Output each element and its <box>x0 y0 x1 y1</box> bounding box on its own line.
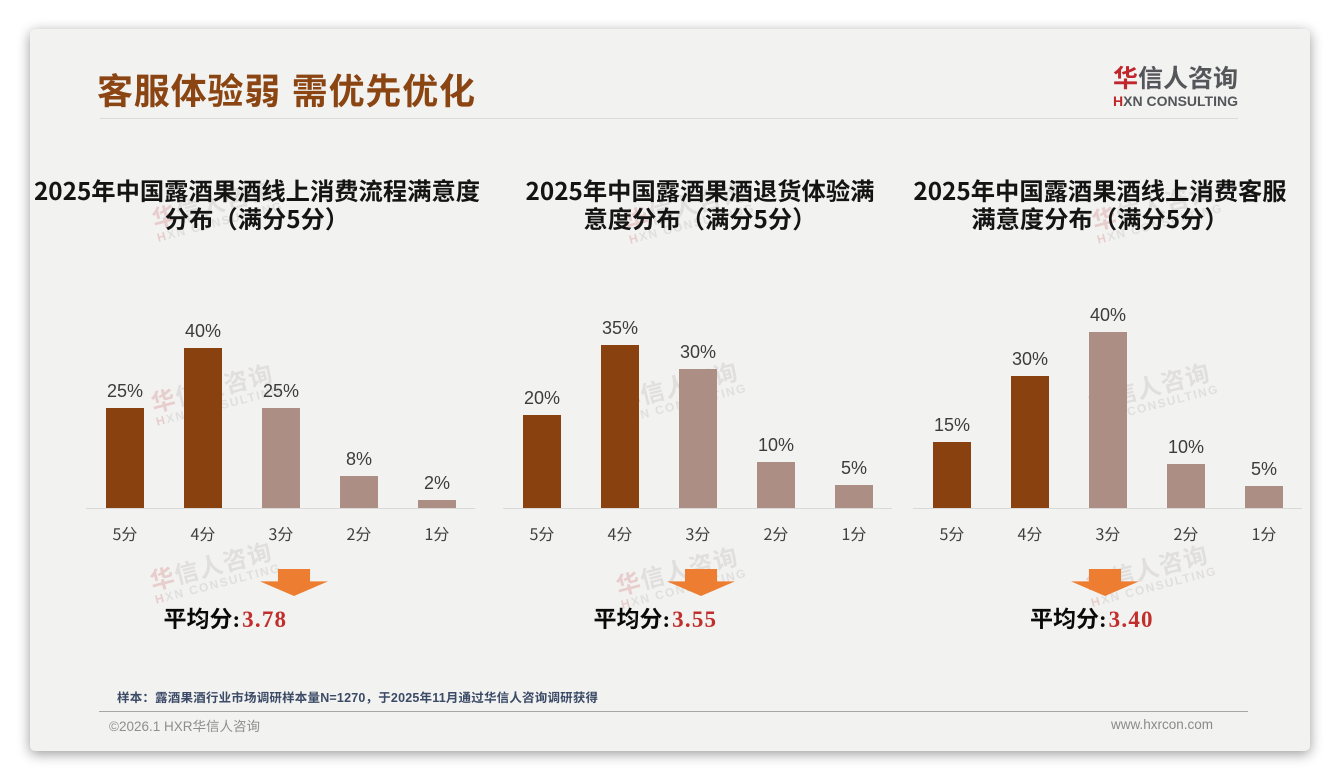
chart-2-bar-1分 <box>835 484 873 508</box>
chart-2-average-label: 平均分: <box>593 607 671 632</box>
page-title: 客服体验弱 需优先优化 <box>97 63 476 115</box>
chart-2-average-value: 3.55 <box>672 607 718 632</box>
chart-2-value-label-1分: 5% <box>840 457 867 478</box>
chart-1-category-label-1分: 1分 <box>424 521 450 545</box>
chart-3-bar-3分 <box>1089 332 1127 508</box>
chart-3-bar-5分 <box>933 442 971 508</box>
logo-english: HXN CONSULTING <box>1113 93 1238 109</box>
chart-1-value-label-1分: 2% <box>423 473 450 493</box>
chart-1-bar-5分 <box>106 408 144 508</box>
chart-2-value-label-4分: 35% <box>601 318 639 339</box>
chart-1-x-axis <box>86 508 475 510</box>
logo-chinese-rest: 信人咨询 <box>1137 59 1238 95</box>
chart-3-value-label-4分: 30% <box>1011 349 1049 370</box>
chart-3-bar-2分 <box>1167 464 1205 508</box>
chart-2-category-label-3分: 3分 <box>685 521 711 545</box>
chart-2-bar-2分 <box>757 461 795 508</box>
chart-1-average: 平均分:3.78 <box>164 600 288 634</box>
chart-3-average-label: 平均分: <box>1030 607 1107 632</box>
chart-2-category-label-1分: 1分 <box>841 521 867 545</box>
chart-3-value-label-3分: 40% <box>1089 305 1127 326</box>
chart-3-value-label-2分: 10% <box>1167 437 1205 458</box>
chart-3-bar-4分 <box>1011 376 1049 508</box>
chart-1-bar-3分 <box>262 408 300 508</box>
logo-english-accent: H <box>1113 93 1124 109</box>
chart-1-bar-2分 <box>340 476 378 508</box>
chart-3-value-label-5分: 15% <box>933 415 971 436</box>
logo-chinese: 华信人咨询 <box>1113 63 1238 91</box>
chart-1-value-label-2分: 8% <box>345 449 372 469</box>
chart-1-value-label-5分: 25% <box>106 381 144 401</box>
website-text: www.hxrcon.com <box>1111 717 1214 732</box>
chart-1-bar-4分 <box>184 348 222 508</box>
chart-1-category-label-5分: 5分 <box>112 521 138 545</box>
chart-2-value-label-3分: 30% <box>679 341 717 362</box>
chart-1-average-label: 平均分: <box>163 607 241 632</box>
logo-english-rest: XN CONSULTING <box>1123 93 1238 109</box>
chart-3-category-label-4分: 4分 <box>1017 521 1043 545</box>
chart-3-category-label-1分: 1分 <box>1251 521 1277 545</box>
chart-1-value-label-3分: 25% <box>262 381 300 401</box>
chart-2-average: 平均分:3.55 <box>594 600 718 634</box>
chart-3-title: 2025年中国露酒果酒线上消费客服 满意度分布（满分5分） <box>913 172 1287 235</box>
chart-2-title: 2025年中国露酒果酒退货体验满 意度分布（满分5分） <box>525 172 875 235</box>
chart-1-bar-1分 <box>418 500 456 508</box>
chart-2-value-label-5分: 20% <box>523 388 561 408</box>
chart-1-category-label-4分: 4分 <box>190 521 216 545</box>
chart-1-title: 2025年中国露酒果酒线上消费流程满意度 分布（满分5分） <box>33 172 481 235</box>
source-note: 样本：露酒果酒行业市场调研样本量N=1270，于2025年11月通过华信人咨询调… <box>117 691 599 705</box>
chart-1-category-label-3分: 3分 <box>268 521 294 545</box>
chart-2-bar-4分 <box>601 345 639 508</box>
chart-2-category-label-5分: 5分 <box>529 521 555 545</box>
chart-1-value-label-4分: 40% <box>184 321 222 341</box>
chart-2-bar-3分 <box>679 368 717 508</box>
chart-3-category-label-3分: 3分 <box>1095 521 1121 545</box>
chart-2-value-label-2分: 10% <box>757 434 795 455</box>
chart-3-category-label-2分: 2分 <box>1173 521 1199 545</box>
chart-3-x-axis <box>913 508 1302 510</box>
watermark-7: 华信人咨询 HXN CONSULTING <box>145 531 283 607</box>
chart-3-bar-1分 <box>1245 486 1283 508</box>
copyright-text: ©2026.1 HXR华信人咨询 <box>109 719 260 734</box>
chart-2-bar-5分 <box>523 415 561 508</box>
chart-3-value-label-1分: 5% <box>1250 459 1277 479</box>
chart-3-average-value: 3.40 <box>1108 607 1154 632</box>
chart-1-category-label-2分: 2分 <box>346 521 372 545</box>
company-logo: 华信人咨询 HXN CONSULTING <box>1113 63 1238 109</box>
chart-1-average-value: 3.78 <box>242 607 288 632</box>
chart-2-category-label-4分: 4分 <box>607 521 633 545</box>
title-underline <box>100 118 1238 119</box>
chart-3-category-label-5分: 5分 <box>939 521 965 545</box>
chart-2-x-axis <box>503 508 892 510</box>
logo-chinese-accent: 华 <box>1112 59 1138 95</box>
footer-divider <box>99 711 1248 712</box>
chart-3-average: 平均分:3.40 <box>1030 600 1154 634</box>
chart-2-category-label-2分: 2分 <box>763 521 789 545</box>
